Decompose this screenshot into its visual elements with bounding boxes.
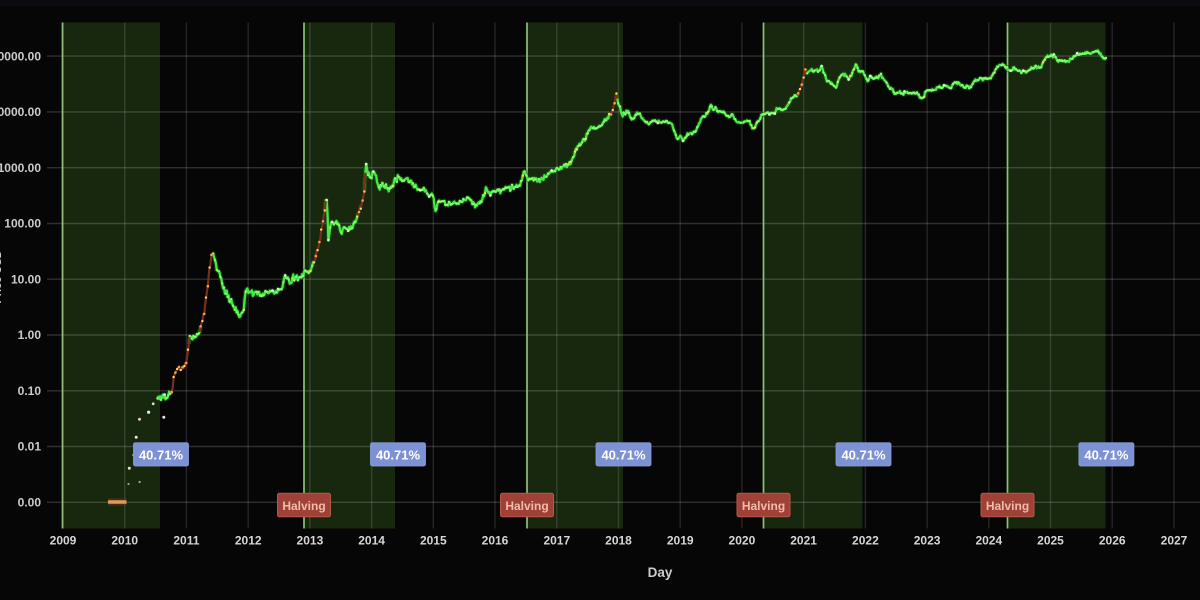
svg-text:10.00: 10.00	[11, 272, 41, 286]
svg-text:2013: 2013	[297, 534, 324, 548]
svg-text:100000.00: 100000.00	[0, 49, 41, 63]
svg-text:2012: 2012	[235, 534, 262, 548]
svg-text:Halving: Halving	[742, 499, 785, 513]
svg-text:1.00: 1.00	[18, 328, 42, 342]
svg-text:Price USD: Price USD	[0, 250, 4, 303]
svg-text:2020: 2020	[729, 534, 756, 548]
svg-text:40.71%: 40.71%	[1084, 448, 1129, 463]
svg-text:0.10: 0.10	[18, 384, 42, 398]
svg-text:40.71%: 40.71%	[139, 448, 184, 463]
svg-text:2019: 2019	[667, 534, 694, 548]
svg-text:Day: Day	[648, 565, 673, 580]
svg-text:2023: 2023	[914, 534, 941, 548]
svg-text:2021: 2021	[790, 534, 817, 548]
svg-text:2024: 2024	[975, 534, 1002, 548]
svg-text:2010: 2010	[111, 534, 138, 548]
svg-text:40.71%: 40.71%	[376, 448, 421, 463]
svg-text:2027: 2027	[1161, 534, 1188, 548]
svg-text:100.00: 100.00	[4, 217, 41, 231]
svg-text:0.00: 0.00	[18, 496, 42, 510]
svg-text:Halving: Halving	[505, 499, 548, 513]
svg-text:2025: 2025	[1037, 534, 1064, 548]
svg-text:2017: 2017	[543, 534, 570, 548]
svg-text:10000.00: 10000.00	[0, 105, 41, 119]
svg-text:0.01: 0.01	[18, 440, 42, 454]
svg-text:40.71%: 40.71%	[841, 448, 886, 463]
svg-text:2026: 2026	[1099, 534, 1126, 548]
svg-text:Halving: Halving	[986, 499, 1029, 513]
svg-text:1000.00: 1000.00	[0, 161, 41, 175]
svg-text:Halving: Halving	[282, 499, 325, 513]
svg-text:2014: 2014	[358, 534, 385, 548]
svg-text:2009: 2009	[50, 534, 77, 548]
svg-text:2018: 2018	[605, 534, 632, 548]
svg-text:2022: 2022	[852, 534, 879, 548]
svg-text:2016: 2016	[482, 534, 509, 548]
svg-text:2011: 2011	[173, 534, 199, 548]
svg-text:40.71%: 40.71%	[601, 448, 646, 463]
svg-text:2015: 2015	[420, 534, 447, 548]
